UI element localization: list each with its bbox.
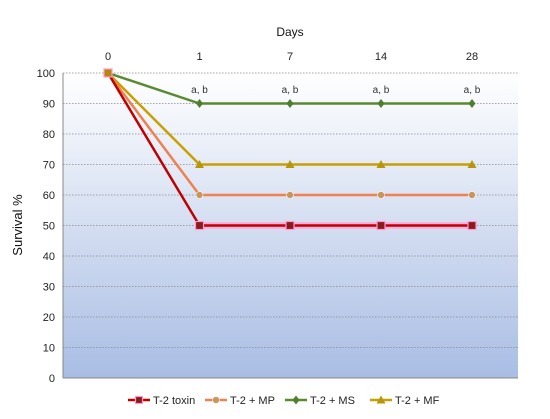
data-point (468, 191, 476, 199)
legend-item: T-2 + MP (205, 395, 275, 407)
annotation-label: a, b (191, 85, 208, 96)
data-point (103, 68, 113, 78)
annotations: a, b a, b a, b a, b (191, 85, 481, 96)
x-tick-labels: 0 1 7 14 28 (105, 51, 478, 63)
series-group (103, 68, 477, 231)
data-point (194, 220, 205, 231)
y-tick-label: 60 (43, 190, 55, 202)
legend-item: T-2 toxin (128, 395, 195, 407)
series-t-2-ms (104, 68, 476, 108)
data-point (376, 220, 386, 231)
legend-label: T-2 + MP (230, 395, 275, 407)
legend-item: T-2 + MS (285, 395, 355, 407)
annotation-label: a, b (373, 85, 390, 96)
data-point (285, 220, 295, 231)
y-tick-label: 30 (43, 282, 55, 294)
data-point (467, 160, 477, 168)
data-point (376, 395, 386, 404)
x-tick-label: 28 (466, 51, 478, 63)
data-point (196, 99, 203, 108)
annotation-label: a, b (464, 85, 481, 96)
data-point (377, 191, 385, 199)
y-tick-label: 90 (43, 99, 55, 111)
data-point (377, 99, 385, 108)
data-point (292, 395, 300, 405)
series-t-2-toxin (103, 68, 477, 231)
x-tick-label: 14 (375, 51, 387, 63)
y-tick-label: 20 (43, 312, 55, 324)
y-tick-label: 70 (43, 160, 55, 172)
legend-label: T-2 + MF (395, 395, 440, 407)
data-point (285, 160, 295, 168)
y-tick-label: 100 (37, 68, 55, 80)
data-point (212, 396, 220, 404)
data-point (195, 191, 204, 199)
y-tick-label: 80 (43, 129, 55, 141)
y-tick-label: 10 (43, 343, 55, 355)
legend-label: T-2 toxin (153, 395, 195, 407)
y-axis-title: Survival % (10, 194, 25, 256)
data-point (376, 160, 386, 168)
legend-item: T-2 + MF (370, 395, 440, 407)
data-point (195, 160, 204, 168)
annotation-label: a, b (282, 85, 299, 96)
data-point (286, 99, 294, 108)
data-point (286, 191, 294, 199)
data-point (467, 220, 477, 231)
x-tick-label: 7 (287, 51, 293, 63)
y-tick-label: 40 (43, 251, 55, 263)
x-tick-label: 1 (196, 51, 202, 63)
legend-label: T-2 + MS (310, 395, 355, 407)
x-axis-title: Days (276, 25, 303, 39)
y-tick-labels: 0 10 20 30 40 50 60 70 80 90 100 (37, 68, 55, 385)
legend: T-2 toxin T-2 + MP T-2 + MS T-2 + MF (128, 395, 440, 407)
y-tick-label: 0 (49, 373, 55, 385)
data-point (468, 99, 476, 108)
data-point (134, 395, 144, 405)
y-tick-label: 50 (43, 221, 55, 233)
x-tick-label: 0 (105, 51, 111, 63)
